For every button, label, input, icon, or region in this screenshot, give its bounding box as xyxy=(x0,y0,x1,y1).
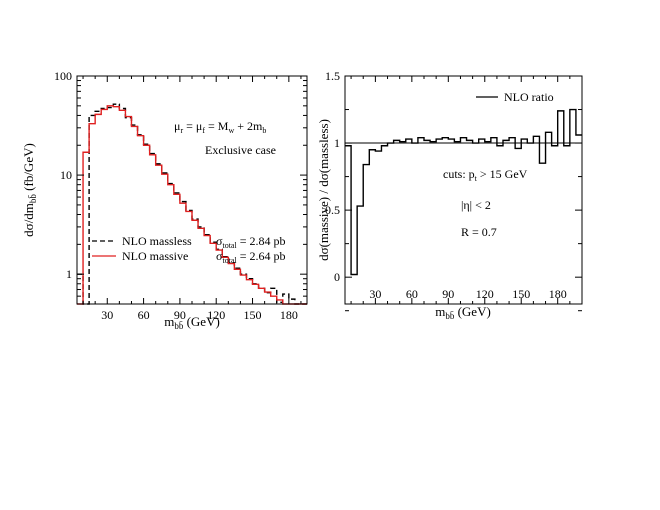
right-legend: NLO ratio xyxy=(476,90,554,104)
right-ytick-label: 0.5 xyxy=(325,203,340,217)
right-xlabel: mbb̄ (GeV) xyxy=(435,304,491,321)
left-xlabel-main: m xyxy=(164,314,174,329)
radius-annotation: R = 0.7 xyxy=(461,225,497,239)
left-ylabel-pre: dσ/dm xyxy=(21,203,36,237)
right-ytick-label: 0 xyxy=(334,270,340,284)
right-xlabel-sub: bb̄ xyxy=(445,311,455,321)
left-xtick-label: 30 xyxy=(101,308,113,322)
right-chart: 30 60 90 120 150 180 0 0.5 1 1.5 dσ(massive) / dσ… xyxy=(316,69,583,321)
left-ytick-label: 1 xyxy=(66,267,72,281)
cuts-pre: cuts: p xyxy=(443,167,475,181)
left-xlabel: mbb̄ (GeV) xyxy=(164,314,220,331)
scale-annotation: μr = μf = Mw + 2mb xyxy=(174,119,266,135)
legend-sigma-massless: σtotal = 2.84 pb xyxy=(216,234,285,250)
eta-annotation: |η| < 2 xyxy=(461,198,491,212)
cuts-annotation: cuts: pt > 15 GeV xyxy=(443,167,528,183)
left-ytick-label: 100 xyxy=(54,69,72,83)
right-series-nlo-ratio xyxy=(345,108,582,276)
scale-sub-f: f xyxy=(202,126,205,135)
right-ytick-label: 1 xyxy=(334,136,340,150)
right-series-group xyxy=(345,108,582,276)
scale-plus: + 2m xyxy=(234,119,263,133)
left-xtick-label: 150 xyxy=(244,308,262,322)
legend-sigma-sym-massless: σ xyxy=(216,234,223,248)
legend-label-ratio: NLO ratio xyxy=(504,90,554,104)
right-xtick-label: 30 xyxy=(369,287,381,301)
right-ylabel: dσ(massive) / dσ(massless) xyxy=(316,119,331,261)
scale-sub-r: r xyxy=(180,126,183,135)
legend-sigma-val-massive: = 2.64 pb xyxy=(237,249,286,263)
scale-sub-b: b xyxy=(262,126,266,135)
left-xtick-label: 120 xyxy=(207,308,225,322)
scale-eq1: = xyxy=(183,119,196,133)
legend-sigma-sub-massless: total xyxy=(222,241,237,250)
left-series-nlo-massive xyxy=(77,105,307,305)
left-xtick-label: 180 xyxy=(280,308,298,322)
right-xlabel-unit: (GeV) xyxy=(454,304,490,319)
legend-sigma-massive: σtotal = 2.64 pb xyxy=(216,249,285,265)
cuts-sub: t xyxy=(475,174,478,183)
right-ytick-label: 1.5 xyxy=(325,69,340,83)
left-xlabel-unit: (GeV) xyxy=(183,314,219,329)
legend-label-massive: NLO massive xyxy=(122,249,188,263)
left-plot-frame xyxy=(76,75,308,305)
scale-sub-w: w xyxy=(228,126,234,135)
case-annotation: Exclusive case xyxy=(205,143,276,157)
right-xtick-label: 180 xyxy=(549,287,567,301)
cuts-post: > 15 GeV xyxy=(477,167,528,181)
right-xtick-label: 90 xyxy=(442,287,454,301)
left-ylabel: dσ/dmbb̄ (fb/GeV) xyxy=(21,143,38,237)
legend-sigma-val-massless: = 2.84 pb xyxy=(237,234,286,248)
legend-sigma-sym-massive: σ xyxy=(216,249,223,263)
left-series-group xyxy=(77,103,307,305)
right-plot-frame xyxy=(344,75,583,305)
scale-mu-f: μ xyxy=(196,119,202,133)
left-xtick-label: 90 xyxy=(174,308,186,322)
left-ylabel-post: (fb/GeV) xyxy=(21,143,36,194)
legend-sigma-sub-massive: total xyxy=(222,256,237,265)
left-xlabel-sub: bb̄ xyxy=(174,321,184,331)
left-ylabel-sub: bb̄ xyxy=(28,194,38,204)
left-ytick-label: 10 xyxy=(60,168,72,182)
right-xtick-label: 60 xyxy=(406,287,418,301)
left-xtick-label: 60 xyxy=(138,308,150,322)
scale-eq2: = M xyxy=(205,119,229,133)
scale-mu-r: μ xyxy=(174,119,180,133)
left-legend: NLO massless σtotal = 2.84 pb NLO massiv… xyxy=(92,234,285,265)
right-xtick-label: 120 xyxy=(476,287,494,301)
legend-label-massless: NLO massless xyxy=(122,234,192,248)
right-xlabel-main: m xyxy=(435,304,445,319)
right-xtick-label: 150 xyxy=(512,287,530,301)
left-ticks-group: 30 60 90 120 150 180 1 10 100 xyxy=(54,69,307,322)
